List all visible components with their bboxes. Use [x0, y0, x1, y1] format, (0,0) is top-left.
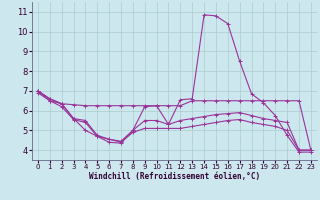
X-axis label: Windchill (Refroidissement éolien,°C): Windchill (Refroidissement éolien,°C): [89, 172, 260, 181]
